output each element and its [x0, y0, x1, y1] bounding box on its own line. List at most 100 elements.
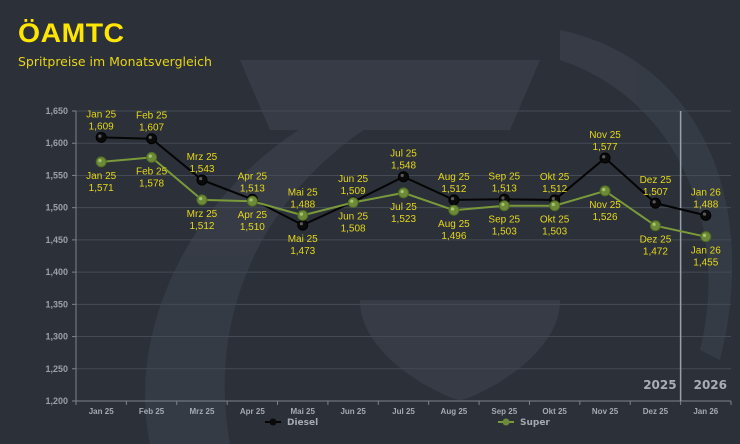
super-marker-highlight — [450, 207, 455, 211]
diesel-data-label-month: Mai 25 — [288, 234, 318, 245]
super-data-label-value: 1,503 — [492, 227, 517, 238]
y-tick-label: 1,450 — [45, 235, 68, 245]
diesel-data-label-month: Aug 25 — [438, 172, 470, 183]
diesel-data-label-value: 1,513 — [492, 183, 517, 194]
watermark-emblem — [145, 30, 733, 444]
super-marker-highlight — [299, 212, 304, 216]
super-marker — [599, 185, 611, 197]
diesel-marker — [599, 152, 611, 164]
diesel-marker-highlight — [501, 196, 505, 200]
x-tick-label: Jan 25 — [89, 407, 114, 416]
year-label-2025: 2025 — [643, 378, 676, 392]
super-marker-highlight — [249, 198, 253, 202]
super-marker-highlight — [501, 202, 505, 207]
super-marker — [549, 200, 561, 212]
diesel-data-label-month: Apr 25 — [238, 171, 268, 182]
super-data-label-month: Jul 25 — [390, 202, 417, 213]
super-data-label-month: Mai 25 — [288, 187, 318, 198]
super-marker — [196, 194, 208, 206]
super-data-label-value: 1,571 — [89, 183, 114, 194]
super-marker-highlight — [602, 188, 606, 192]
diesel-marker-highlight — [551, 197, 555, 201]
diesel-data-label-month: Jan 26 — [691, 187, 721, 198]
diesel-data-label-month: Mrz 25 — [187, 152, 218, 163]
super-marker — [297, 209, 309, 221]
diesel-data-label-value: 1,512 — [542, 184, 567, 195]
super-marker — [347, 197, 359, 209]
super-marker — [498, 200, 510, 212]
x-tick-label: Nov 25 — [592, 407, 619, 416]
diesel-data-label-value: 1,488 — [693, 199, 718, 210]
super-marker-highlight — [199, 197, 203, 201]
diesel-marker — [649, 197, 661, 209]
diesel-data-label-month: Feb 25 — [136, 111, 168, 122]
diesel-data-label-month: Jun 25 — [338, 174, 368, 185]
super-data-label-value: 1,488 — [290, 199, 315, 210]
super-legend-marker — [502, 418, 510, 426]
super-data-label-month: Jun 25 — [338, 212, 368, 223]
x-tick-label: Mrz 25 — [190, 407, 215, 416]
year-label-2026: 2026 — [694, 378, 727, 392]
super-data-label-month: Jan 26 — [691, 246, 721, 257]
super-data-label-month: Apr 25 — [238, 210, 268, 221]
super-data-label-month: Feb 25 — [136, 166, 168, 177]
super-data-label-value: 1,503 — [542, 227, 567, 238]
super-marker — [95, 156, 107, 168]
oamtc-logo: ÖAMTC — [18, 18, 125, 48]
diesel-data-label-month: Jan 25 — [86, 109, 116, 120]
y-tick-label: 1,400 — [45, 267, 68, 277]
super-marker-highlight — [400, 189, 404, 194]
x-tick-label: Feb 25 — [139, 407, 165, 416]
y-tick-label: 1,200 — [45, 396, 68, 406]
super-data-label-month: Okt 25 — [540, 215, 570, 226]
super-marker-highlight — [98, 159, 102, 163]
diesel-marker — [700, 209, 712, 221]
diesel-marker-highlight — [199, 177, 203, 181]
super-data-label-value: 1,455 — [693, 258, 718, 269]
diesel-data-label-value: 1,512 — [441, 184, 466, 195]
diesel-marker-highlight — [602, 155, 606, 159]
y-tick-label: 1,550 — [45, 170, 68, 180]
diesel-data-label-month: Sep 25 — [488, 171, 520, 182]
super-data-label-month: Mrz 25 — [187, 209, 218, 220]
super-data-label-value: 1,510 — [240, 222, 265, 233]
diesel-marker-highlight — [299, 222, 304, 226]
y-tick-label: 1,300 — [45, 332, 68, 342]
super-marker — [448, 204, 460, 216]
diesel-marker-highlight — [400, 173, 404, 178]
super-marker — [146, 151, 158, 163]
diesel-data-label-value: 1,509 — [341, 186, 366, 197]
super-marker — [649, 220, 661, 232]
diesel-data-label-month: Dez 25 — [640, 175, 672, 186]
diesel-data-label-value: 1,473 — [290, 246, 315, 257]
x-tick-label: Jul 25 — [392, 407, 415, 416]
y-tick-label: 1,250 — [45, 364, 68, 374]
super-marker-highlight — [551, 202, 555, 207]
diesel-legend-label: Diesel — [287, 418, 318, 428]
super-data-label-month: Jan 25 — [86, 171, 116, 182]
super-data-label-month: Sep 25 — [488, 215, 520, 226]
super-data-label-value: 1,523 — [391, 214, 416, 225]
diesel-data-label-value: 1,607 — [139, 123, 164, 134]
diesel-marker-highlight — [98, 134, 102, 138]
super-data-label-value: 1,512 — [189, 221, 214, 232]
super-marker-highlight — [148, 154, 152, 158]
y-tick-label: 1,500 — [45, 203, 68, 213]
diesel-marker-highlight — [652, 200, 656, 204]
y-tick-label: 1,650 — [45, 106, 68, 116]
super-data-label-value: 1,508 — [341, 224, 366, 235]
diesel-data-label-value: 1,507 — [643, 187, 668, 198]
x-tick-label: Jun 25 — [340, 407, 366, 416]
super-data-label-month: Dez 25 — [640, 235, 672, 246]
diesel-marker — [196, 174, 208, 186]
diesel-marker — [95, 131, 107, 143]
diesel-data-label-month: Jul 25 — [390, 149, 417, 160]
super-marker-highlight — [652, 222, 656, 227]
super-marker-highlight — [350, 199, 354, 203]
diesel-marker — [398, 171, 409, 183]
diesel-marker-highlight — [702, 212, 707, 216]
x-tick-label: Dez 25 — [643, 407, 669, 416]
super-legend-label: Super — [520, 418, 550, 428]
super-data-label-value: 1,496 — [441, 231, 466, 242]
